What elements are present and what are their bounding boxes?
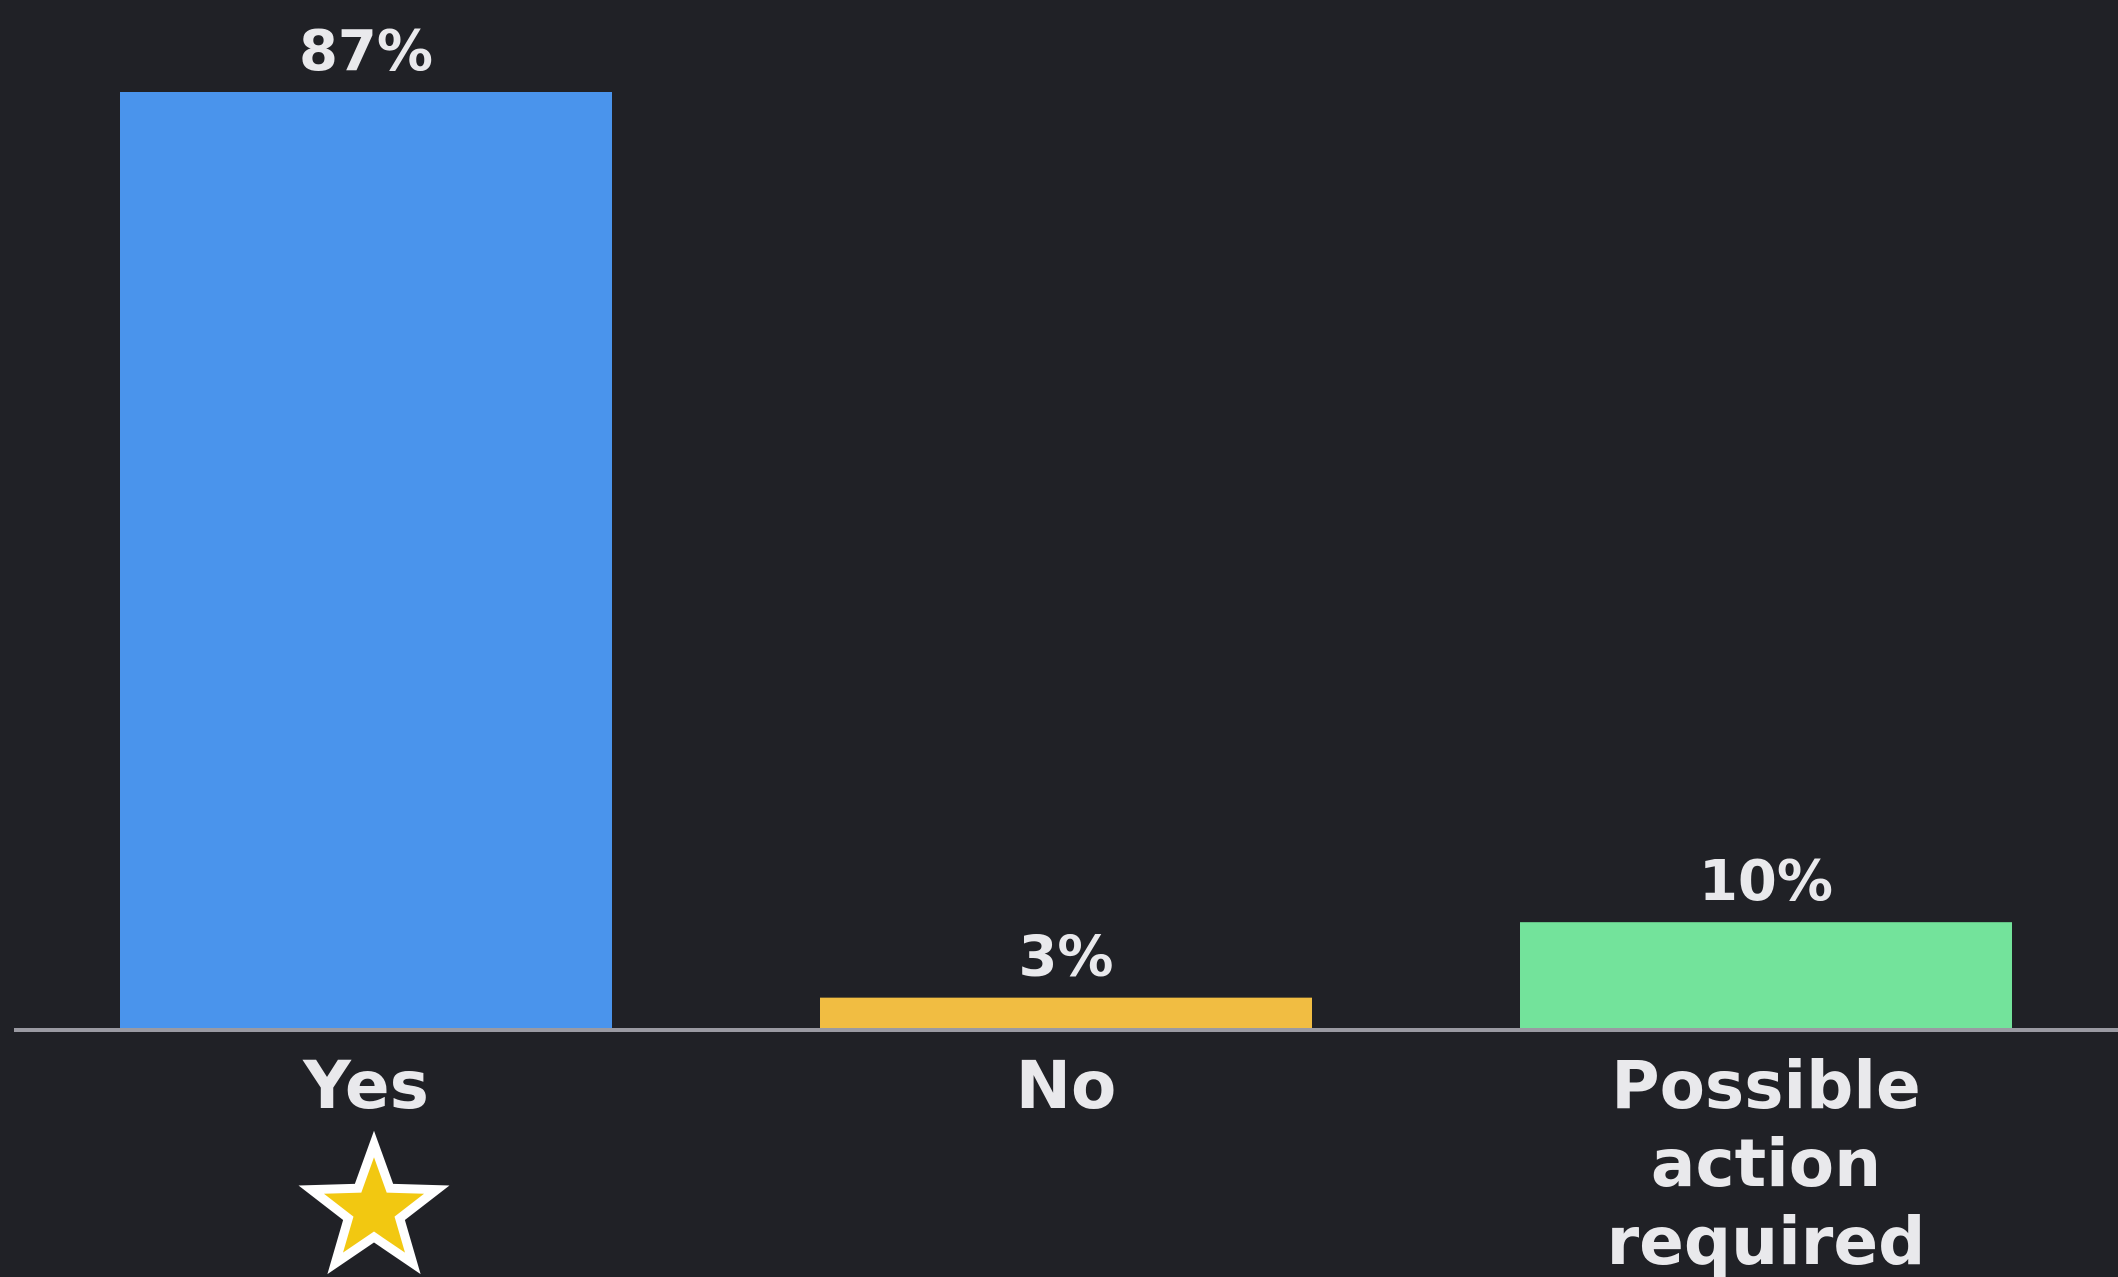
bar-yes [120, 92, 612, 1030]
category-label-line: action [1651, 1125, 1881, 1202]
category-label-yes: Yes [302, 1047, 429, 1124]
bar-no [820, 997, 1312, 1030]
star-icon [298, 1130, 450, 1275]
highlight-marker [298, 1130, 450, 1275]
value-label-possible-action-required: 10% [1699, 849, 1833, 914]
category-label-no: No [1016, 1047, 1117, 1124]
labels-group: 87% Yes 3% No 10% Possible action required [299, 19, 1925, 1277]
category-label-line: Yes [302, 1047, 429, 1124]
bars-group [120, 92, 2012, 1030]
value-label-no: 3% [1018, 925, 1113, 990]
category-label-possible-action-required: Possible action required [1607, 1047, 1926, 1277]
category-label-line: No [1016, 1047, 1117, 1124]
category-label-line: Possible [1611, 1047, 1921, 1124]
value-label-yes: 87% [299, 19, 433, 84]
category-label-line: required [1607, 1203, 1926, 1277]
bar-possible-action-required [1520, 922, 2012, 1030]
